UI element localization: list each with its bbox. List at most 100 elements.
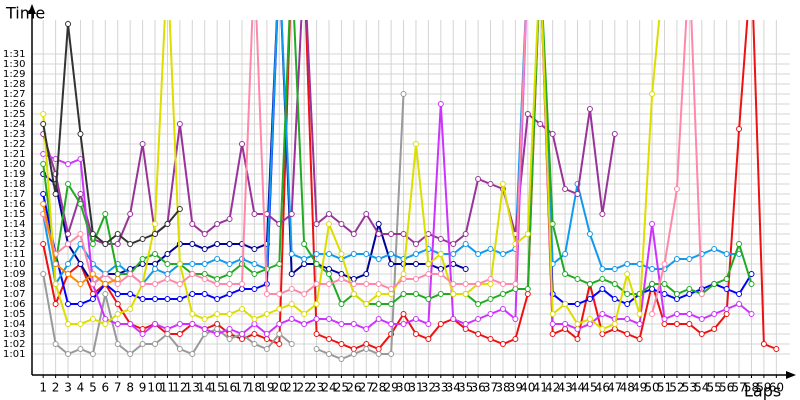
point — [611, 281, 618, 287]
point — [475, 176, 482, 182]
point — [649, 311, 656, 317]
point — [512, 286, 519, 292]
point — [176, 206, 183, 212]
point — [350, 276, 357, 282]
y-tick-label: 1:18 — [3, 179, 25, 190]
x-tick-label: 31 — [408, 381, 423, 395]
point — [338, 276, 345, 282]
point — [127, 306, 134, 312]
point — [388, 351, 395, 357]
point — [139, 341, 146, 347]
point — [375, 231, 382, 237]
point — [375, 221, 382, 227]
point — [65, 181, 72, 187]
point — [673, 256, 680, 262]
y-tick-label: 1:16 — [3, 199, 25, 210]
point — [649, 286, 656, 292]
point — [661, 261, 668, 267]
point — [164, 276, 171, 282]
point — [475, 331, 482, 337]
point — [52, 191, 59, 197]
point — [412, 331, 419, 337]
point — [114, 321, 121, 327]
point — [251, 321, 258, 327]
point — [251, 246, 258, 252]
point — [263, 211, 270, 217]
x-tick-label: 35 — [458, 381, 473, 395]
point — [251, 271, 258, 277]
point — [102, 281, 109, 287]
point — [450, 316, 457, 322]
point — [114, 231, 121, 237]
point — [599, 276, 606, 282]
y-tick-label: 1:01 — [3, 349, 25, 360]
point — [77, 301, 84, 307]
x-tick-label: 44 — [570, 381, 585, 395]
point — [164, 221, 171, 227]
point — [412, 141, 419, 147]
point — [698, 291, 705, 297]
point — [425, 336, 432, 342]
point — [611, 296, 618, 302]
series-line — [42, 20, 753, 336]
point — [40, 151, 47, 157]
point — [375, 316, 382, 322]
point — [599, 331, 606, 337]
y-tick-label: 1:05 — [3, 309, 25, 320]
point — [214, 321, 221, 327]
point — [388, 301, 395, 307]
x-tick-label: 21 — [284, 381, 299, 395]
point — [65, 271, 72, 277]
x-tick-label: 6 — [101, 381, 109, 395]
point — [325, 316, 332, 322]
point — [176, 281, 183, 287]
point — [127, 321, 134, 327]
point — [77, 231, 84, 237]
point — [549, 331, 556, 337]
point — [214, 281, 221, 287]
y-tick-label: 1:10 — [3, 259, 25, 270]
point — [251, 331, 258, 337]
point — [102, 241, 109, 247]
point — [363, 346, 370, 352]
point — [624, 271, 631, 277]
grid — [32, 20, 790, 375]
point — [214, 326, 221, 332]
point — [412, 261, 419, 267]
point — [65, 321, 72, 327]
point — [288, 211, 295, 217]
point — [350, 291, 357, 297]
point — [176, 321, 183, 327]
point — [338, 356, 345, 362]
point — [723, 276, 730, 282]
point — [65, 241, 72, 247]
point — [400, 231, 407, 237]
point — [599, 211, 606, 217]
point — [152, 221, 159, 227]
y-tick-label: 1:13 — [3, 229, 25, 240]
point — [152, 261, 159, 267]
y-tick-label: 1:04 — [3, 319, 25, 330]
point — [437, 271, 444, 277]
point — [574, 321, 581, 327]
point — [313, 331, 320, 337]
point — [152, 296, 159, 302]
point — [139, 281, 146, 287]
point — [487, 276, 494, 282]
point — [686, 286, 693, 292]
point — [462, 321, 469, 327]
point — [65, 231, 72, 237]
point — [288, 286, 295, 292]
point — [574, 276, 581, 282]
point — [288, 301, 295, 307]
point — [549, 131, 556, 137]
point — [152, 341, 159, 347]
x-tick-label: 10 — [147, 381, 162, 395]
point — [214, 296, 221, 302]
point — [711, 281, 718, 287]
point — [524, 231, 531, 237]
point — [313, 316, 320, 322]
x-tick-label: 25 — [334, 381, 349, 395]
point — [673, 321, 680, 327]
point — [276, 341, 283, 347]
